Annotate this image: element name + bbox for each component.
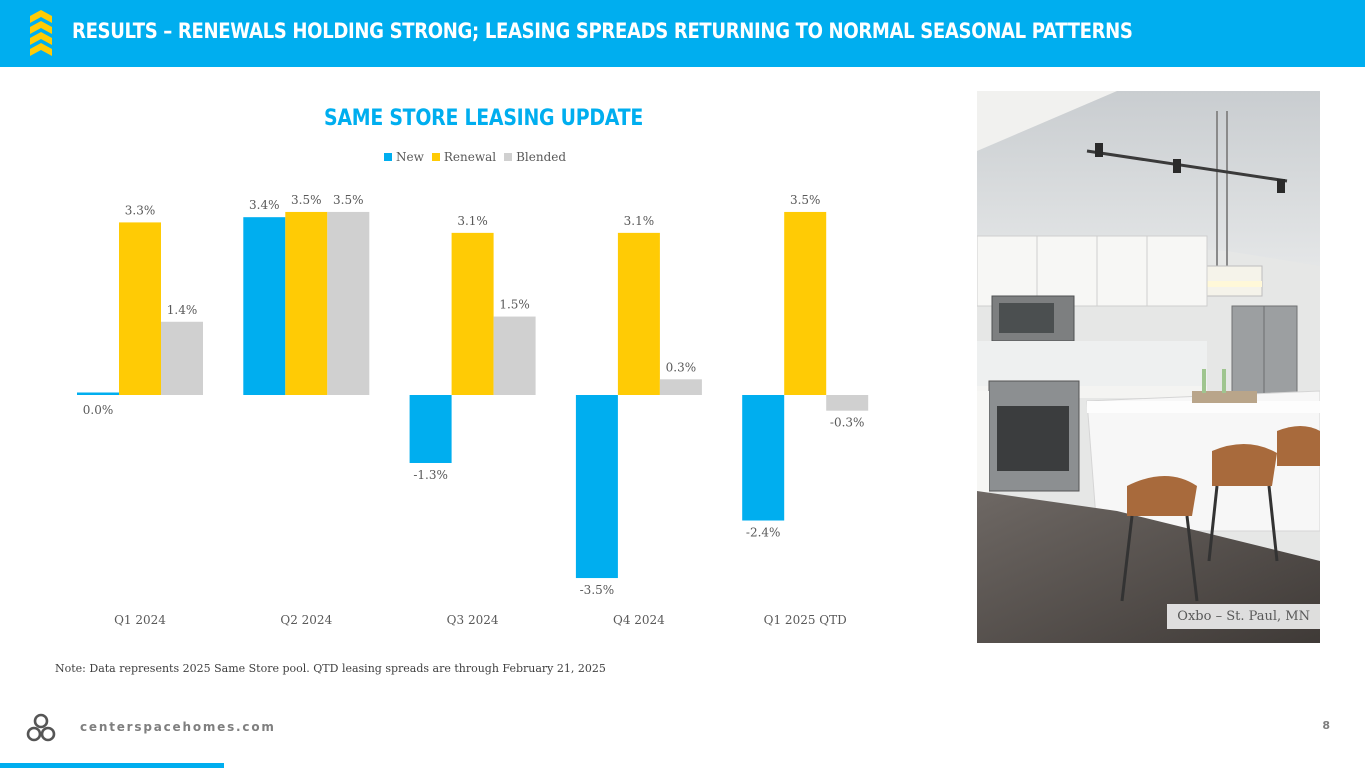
bar-renewal-2 (451, 232, 494, 395)
bar-renewal-0 (119, 222, 161, 395)
data-label-blended-3: 0.3% (666, 360, 697, 374)
x-tick-label-0: Q1 2024 (114, 613, 166, 627)
data-label-new-3: -3.5% (580, 583, 615, 597)
x-tick-label-1: Q2 2024 (280, 613, 332, 627)
legend-label-new: New (396, 150, 424, 164)
data-label-blended-2: 1.5% (499, 298, 530, 312)
chevron-stack-icon (30, 10, 52, 56)
data-label-renewal-1: 3.5% (291, 193, 322, 207)
legend-label-renewal: Renewal (443, 150, 497, 164)
centerspace-logo-icon (26, 713, 56, 742)
data-label-renewal-4: 3.5% (790, 193, 821, 207)
photo-caption: Oxbo – St. Paul, MN (1167, 604, 1320, 629)
data-label-blended-1: 3.5% (333, 193, 364, 207)
legend-item-renewal: Renewal (431, 150, 497, 164)
data-label-renewal-3: 3.1% (624, 214, 655, 228)
bar-new-0 (77, 392, 119, 395)
bar-blended-1 (327, 211, 370, 395)
footer-accent-bar (0, 763, 224, 768)
bar-blended-3 (659, 379, 702, 395)
bar-chart: 0.0% 3.3% 1.4% Q1 2024 3.4% 3.5% 3.5% Q2 2024 -1… (77, 193, 869, 627)
data-label-new-4: -2.4% (746, 526, 781, 540)
bar-new-1 (243, 217, 286, 395)
legend-swatch-new (384, 153, 392, 161)
chart-title: SAME STORE LEASING UPDATE (324, 106, 644, 131)
website-link[interactable]: centerspacehomes.com (80, 720, 276, 734)
bar-new-3 (575, 395, 618, 579)
bar-new-2 (409, 395, 452, 463)
legend-item-new: New (384, 150, 424, 164)
legend-swatch-blended (504, 153, 513, 161)
data-label-new-2: -1.3% (413, 468, 448, 482)
data-label-new-0: 0.0% (83, 403, 114, 417)
bar-blended-4 (826, 395, 869, 411)
kitchen-illustration (977, 91, 1320, 643)
chart-legend: New Renewal Blended (384, 150, 574, 164)
data-label-renewal-0: 3.3% (125, 203, 156, 217)
x-tick-label-4: Q1 2025 QTD (764, 613, 847, 627)
data-label-blended-4: -0.3% (830, 416, 865, 430)
bar-renewal-4 (784, 211, 827, 395)
bar-blended-2 (493, 316, 536, 395)
legend-swatch-renewal (431, 153, 440, 161)
data-label-renewal-2: 3.1% (457, 214, 488, 228)
bar-renewal-1 (285, 211, 328, 395)
bar-blended-0 (161, 321, 203, 395)
bar-new-4 (742, 395, 785, 521)
data-label-new-1: 3.4% (249, 198, 280, 212)
x-tick-label-2: Q3 2024 (447, 613, 499, 627)
footnote: Note: Data represents 2025 Same Store po… (55, 662, 606, 675)
page-title: RESULTS – RENEWALS HOLDING STRONG; LEASI… (72, 19, 1133, 43)
kitchen-photo: Oxbo – St. Paul, MN (977, 91, 1320, 643)
page-number: 8 (1322, 719, 1330, 732)
data-label-blended-0: 1.4% (167, 303, 198, 317)
header-bar: RESULTS – RENEWALS HOLDING STRONG; LEASI… (0, 0, 1365, 67)
legend-item-blended: Blended (504, 150, 566, 164)
bar-renewal-3 (617, 232, 660, 395)
legend-label-blended: Blended (516, 150, 567, 164)
x-tick-label-3: Q4 2024 (613, 613, 665, 627)
